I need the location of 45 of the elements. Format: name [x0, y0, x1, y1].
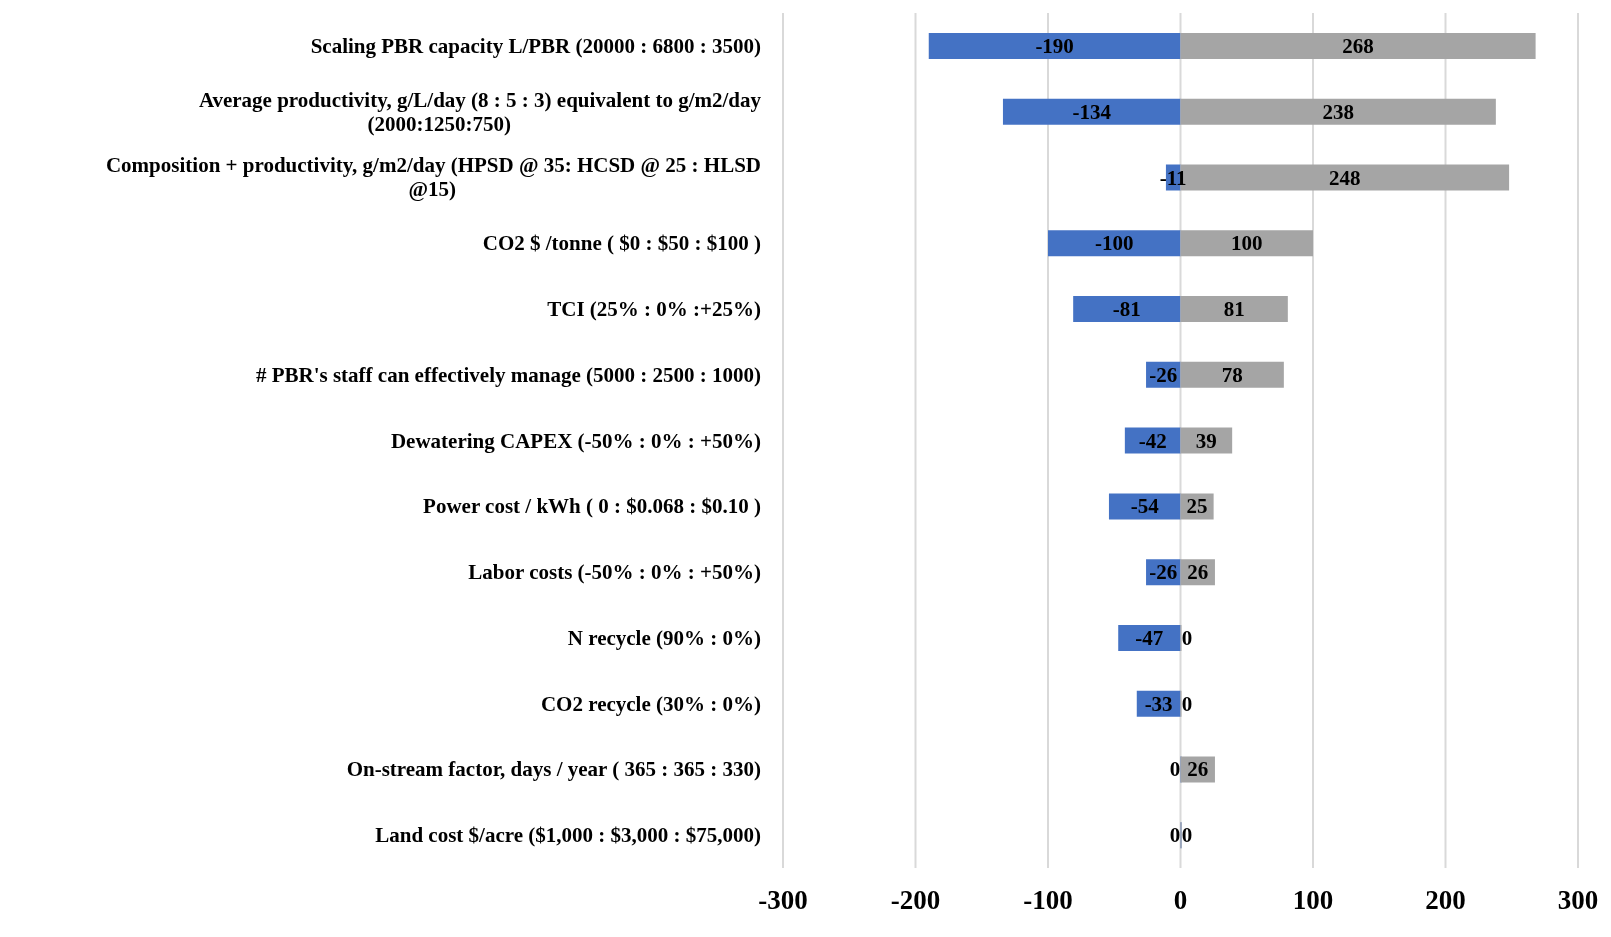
y-tick-label: On-stream factor, days / year ( 365 : 365 : 330) — [346, 757, 761, 782]
y-tick-label: CO2 $ /tonne ( $0 : $50 : $100 ) — [482, 231, 761, 256]
data-label: -81 — [1112, 297, 1141, 322]
data-label: 0 — [1181, 625, 1193, 650]
y-tick-label: CO2 recycle (30% : 0%) — [540, 691, 761, 716]
x-tick-label: -200 — [890, 885, 941, 916]
y-tick-label: Scaling PBR capacity L/PBR (20000 : 6800 : 3500) — [310, 33, 761, 58]
data-label: 0 — [1169, 823, 1181, 848]
data-label: -47 — [1135, 625, 1164, 650]
data-label: -100 — [1095, 231, 1134, 256]
x-tick-label: -100 — [1023, 885, 1073, 916]
data-label: 25 — [1186, 494, 1208, 519]
data-label: 26 — [1187, 757, 1209, 782]
data-label: 26 — [1187, 560, 1209, 585]
data-label: 248 — [1329, 165, 1361, 190]
y-tick-label: Composition + productivity, g/m2/day (HPSD @ 35: HCSD @ 25 : HLSD @15) — [105, 153, 761, 202]
y-tick-label: Power cost / kWh ( 0 : $0.068 : $0.10 ) — [423, 494, 761, 519]
y-tick-label: Land cost $/acre ($1,000 : $3,000 : $75,000) — [375, 823, 761, 848]
data-label: 39 — [1195, 428, 1217, 453]
y-tick-label: N recycle (90% : 0%) — [567, 625, 761, 650]
y-tick-label: Average productivity, g/L/day (8 : 5 : 3) equivalent to g/m2/day (2000:1250:750) — [198, 87, 762, 136]
data-label: -54 — [1130, 494, 1160, 519]
data-label: 78 — [1221, 362, 1243, 387]
data-label: 238 — [1322, 99, 1354, 124]
data-label: 0 — [1181, 691, 1193, 716]
x-tick-label: -300 — [758, 885, 808, 916]
data-label: 81 — [1223, 297, 1245, 322]
y-tick-label: Labor costs (-50% : 0% : +50%) — [468, 560, 762, 585]
y-tick-label: # PBR's staff can effectively manage (5000 : 2500 : 1000) — [255, 362, 761, 387]
data-label: -190 — [1035, 34, 1074, 58]
data-label: -33 — [1144, 691, 1173, 716]
data-label: -26 — [1149, 560, 1178, 585]
data-label: 0 — [1181, 823, 1193, 848]
data-label: 100 — [1231, 231, 1263, 256]
x-tick-label: 300 — [1557, 885, 1599, 916]
data-label: 268 — [1342, 34, 1374, 58]
x-tick-label: 0 — [1173, 885, 1188, 916]
data-label: 0 — [1169, 757, 1181, 782]
y-tick-label: TCI (25% : 0% :+25%) — [547, 296, 761, 321]
data-label: -134 — [1072, 99, 1112, 124]
x-tick-label: 100 — [1292, 885, 1334, 916]
data-label: -42 — [1138, 428, 1167, 453]
x-tick-label: 200 — [1425, 885, 1466, 916]
data-label: -26 — [1149, 362, 1178, 387]
y-tick-label: Dewatering CAPEX (-50% : 0% : +50%) — [390, 428, 761, 453]
